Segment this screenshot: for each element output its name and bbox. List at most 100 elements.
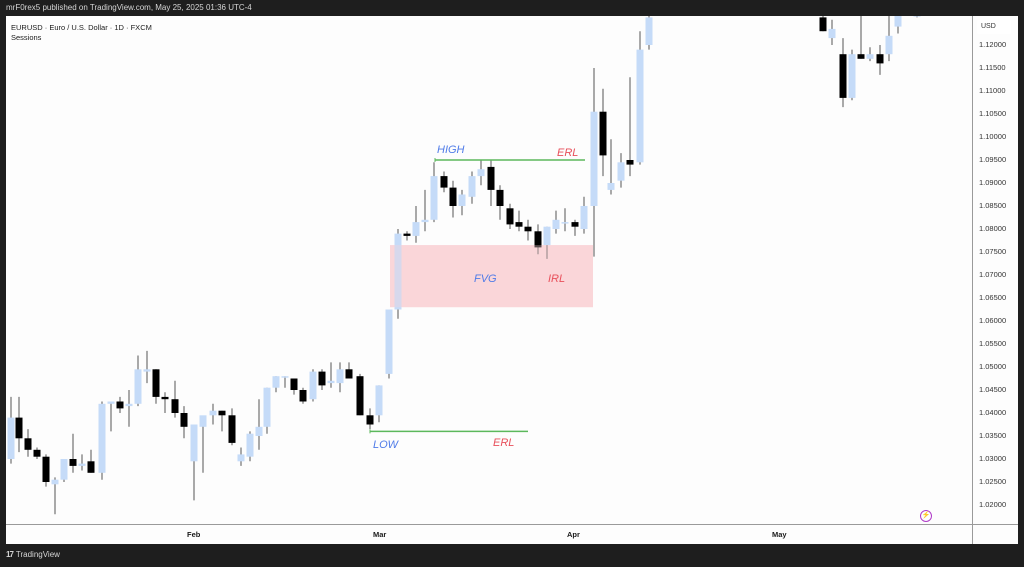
price-tick: 1.09000 <box>979 178 1007 187</box>
candle <box>255 399 263 450</box>
symbol-label[interactable]: EURUSD · Euro / U.S. Dollar · 1D · FXCM <box>11 23 152 32</box>
price-tick: 1.03000 <box>979 454 1007 463</box>
candle <box>440 171 448 193</box>
candle <box>356 373 364 416</box>
candle <box>33 447 41 459</box>
candle <box>366 408 374 430</box>
fvg-annotation: FVG <box>474 273 497 285</box>
candle <box>24 429 32 457</box>
candle <box>336 362 344 393</box>
price-tick: 1.04500 <box>979 385 1007 394</box>
candle <box>543 226 551 259</box>
candle <box>199 415 207 473</box>
candle <box>180 406 188 439</box>
price-tick: 1.06000 <box>979 316 1007 325</box>
price-tick: 1.12000 <box>979 40 1007 49</box>
brand-name: TradingView <box>15 550 60 559</box>
high-annotation: HIGH <box>437 144 465 156</box>
indicator-label[interactable]: Sessions <box>11 33 42 42</box>
tradingview-logo-icon: 17 <box>6 550 14 559</box>
candle <box>134 355 142 407</box>
erl-bottom-annotation: ERL <box>493 437 515 449</box>
candle <box>327 362 335 388</box>
candle <box>848 49 856 101</box>
candle <box>468 171 476 204</box>
time-tick: Mar <box>373 530 387 539</box>
candle <box>477 160 485 186</box>
candle <box>496 185 504 220</box>
candle <box>161 392 169 413</box>
candle <box>309 369 317 402</box>
price-tick: 1.10000 <box>979 132 1007 141</box>
price-tick: 1.11500 <box>979 63 1006 72</box>
candle <box>412 206 420 243</box>
candle <box>125 390 133 427</box>
candle <box>487 160 495 206</box>
candle <box>828 19 836 45</box>
candle <box>552 210 560 234</box>
candle <box>152 369 160 404</box>
price-tick: 1.05500 <box>979 339 1007 348</box>
candle <box>15 396 23 453</box>
price-tick: 1.03500 <box>979 431 1007 440</box>
erl-top-annotation: ERL <box>557 147 579 159</box>
candle <box>819 16 827 32</box>
candle <box>143 350 151 384</box>
candle <box>87 449 95 473</box>
time-tick: Apr <box>567 530 580 539</box>
candle <box>607 139 615 195</box>
candle <box>116 396 124 413</box>
fvg-zone[interactable] <box>390 245 593 308</box>
candle <box>237 447 245 466</box>
candle <box>218 410 226 432</box>
chart-legend: EURUSD · Euro / U.S. Dollar · 1D · FXCM … <box>11 23 152 43</box>
candle <box>534 224 542 255</box>
time-tick: Feb <box>187 530 201 539</box>
candle <box>913 16 921 18</box>
candle <box>246 431 254 462</box>
candle <box>580 196 588 234</box>
candle <box>375 385 383 423</box>
candle <box>263 387 271 434</box>
low-annotation: LOW <box>373 439 399 451</box>
candle <box>60 459 68 482</box>
candle <box>506 203 514 229</box>
candle <box>345 362 353 379</box>
candle <box>107 401 115 432</box>
price-tick: 1.08500 <box>979 201 1007 210</box>
time-axis-divider <box>6 524 1018 525</box>
candle <box>318 369 326 390</box>
candle <box>866 47 874 62</box>
candle <box>636 31 644 165</box>
price-tick: 1.04000 <box>979 408 1007 417</box>
candle <box>430 162 438 223</box>
candle <box>290 378 298 395</box>
candle <box>69 433 77 473</box>
price-tick: 1.02500 <box>979 477 1007 486</box>
candle <box>894 16 902 34</box>
candle <box>421 189 429 232</box>
candle <box>876 45 884 75</box>
currency-label[interactable]: USD <box>977 20 1011 34</box>
candle <box>299 387 307 404</box>
candle <box>78 454 86 471</box>
candle <box>394 229 402 319</box>
candle <box>171 380 179 418</box>
candle <box>281 376 289 388</box>
candle <box>98 401 106 480</box>
candle <box>599 88 607 177</box>
lightning-icon[interactable]: ⚡ <box>920 510 932 522</box>
irl-annotation: IRL <box>548 273 566 285</box>
footer-brand: 17 TradingView <box>6 550 60 559</box>
candle <box>571 219 579 236</box>
candle <box>190 424 198 501</box>
candle <box>385 309 393 379</box>
candle <box>42 454 50 487</box>
candle <box>524 219 532 241</box>
price-axis-divider <box>972 16 973 544</box>
price-tick: 1.06500 <box>979 293 1007 302</box>
candle <box>7 396 15 464</box>
publish-info: mrF0rex5 published on TradingView.com, M… <box>6 3 252 12</box>
candle <box>885 16 893 62</box>
